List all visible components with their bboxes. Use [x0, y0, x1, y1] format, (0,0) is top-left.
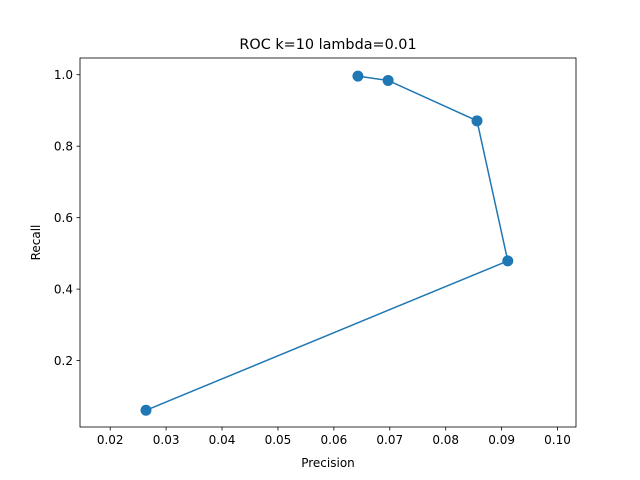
data-point	[140, 404, 152, 416]
axes: 0.02 0.03 0.04 0.05 0.06 0.07 0.08 0.09 0.10 0.2 0…	[54, 68, 571, 447]
y-tick-label: 1.0	[54, 68, 73, 82]
axes-frame	[79, 57, 577, 428]
y-axis-label: Recall	[29, 225, 43, 261]
y-tick-label: 0.4	[54, 282, 73, 296]
x-tick-label: 0.09	[488, 433, 515, 447]
y-tick-label: 0.2	[54, 354, 73, 368]
x-tick-label: 0.10	[544, 433, 571, 447]
x-axis-label: Precision	[301, 456, 355, 470]
data-point	[352, 70, 364, 82]
x-tick-label: 0.07	[376, 433, 403, 447]
x-tick-label: 0.06	[321, 433, 348, 447]
x-tick-label: 0.04	[209, 433, 236, 447]
y-tick-label: 0.6	[54, 211, 73, 225]
x-tick-label: 0.08	[432, 433, 459, 447]
x-tick-label: 0.02	[97, 433, 124, 447]
data-point	[502, 255, 514, 267]
plot-area	[140, 70, 514, 416]
data-point	[471, 115, 483, 127]
y-tick-label: 0.8	[54, 139, 73, 153]
data-point	[382, 74, 394, 86]
chart-title: ROC k=10 lambda=0.01	[239, 37, 416, 53]
x-tick-label: 0.05	[265, 433, 292, 447]
x-tick-label: 0.03	[153, 433, 180, 447]
